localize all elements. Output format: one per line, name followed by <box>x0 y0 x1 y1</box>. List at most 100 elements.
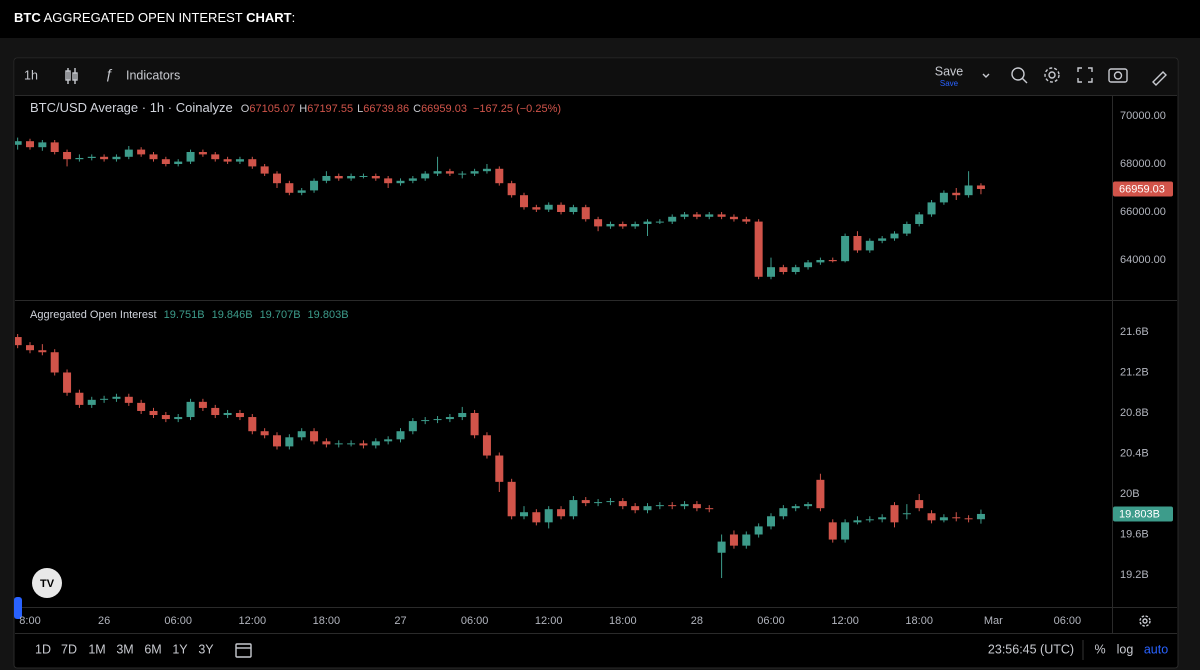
candle-body <box>606 223 615 227</box>
draw-icon[interactable] <box>1152 71 1167 86</box>
candle-body <box>767 267 775 277</box>
candle-body <box>705 508 714 510</box>
title-part: BTC <box>14 10 41 25</box>
candle-body <box>680 214 689 217</box>
search-icon[interactable] <box>1011 67 1028 84</box>
candle-body <box>532 207 541 210</box>
y-tick-label: 68000.00 <box>1120 158 1166 170</box>
candle-body <box>495 455 504 482</box>
x-tick-label: 18:00 <box>313 615 341 627</box>
candle-body <box>939 192 948 203</box>
candle-body <box>594 502 603 504</box>
x-tick-label: 27 <box>394 615 406 627</box>
last-value-badge <box>1113 506 1173 522</box>
ohlc-letter: O <box>241 103 250 115</box>
candle-body <box>75 392 84 405</box>
candle-body <box>359 443 368 446</box>
title-part: AGGREGATED OPEN INTEREST <box>41 10 246 25</box>
candle-body <box>779 267 788 272</box>
fullscreen-icon[interactable] <box>1077 67 1093 83</box>
candle-type-icon[interactable] <box>65 68 78 84</box>
candle-body <box>87 156 96 158</box>
candle-body <box>742 534 751 546</box>
range-button[interactable]: 7D <box>61 642 77 656</box>
candle-body <box>161 159 170 164</box>
candle-body <box>507 183 516 196</box>
settings-icon[interactable] <box>1044 67 1060 83</box>
candle-body <box>754 221 763 277</box>
percent-toggle[interactable]: % <box>1094 642 1105 656</box>
candle-body <box>804 504 813 507</box>
candle-body <box>198 401 207 408</box>
candle-body <box>643 506 652 511</box>
candle-body <box>927 513 936 521</box>
y-tick-label: 64000.00 <box>1120 254 1166 266</box>
legend-value: 67197.55 <box>307 103 353 115</box>
indicators-icon[interactable]: ƒ <box>105 66 113 82</box>
x-tick-label: 18:00 <box>905 615 933 627</box>
indicators-button[interactable]: Indicators <box>126 68 180 82</box>
candle-body <box>729 534 738 546</box>
candle-body <box>939 517 948 521</box>
interval-button[interactable]: 1h <box>24 68 38 82</box>
candle-body <box>273 173 281 184</box>
candle-body <box>853 235 862 251</box>
candle-body <box>396 431 405 440</box>
range-button[interactable]: 1D <box>35 642 51 656</box>
candle-body <box>841 522 850 540</box>
candle-body <box>384 439 393 442</box>
candle-body <box>100 398 109 400</box>
candle-body <box>112 396 121 399</box>
candle-body <box>816 259 825 263</box>
candle-body <box>668 216 677 222</box>
range-button[interactable]: 1M <box>88 642 105 656</box>
candle-body <box>408 178 417 181</box>
y-tick-label: 20B <box>1120 488 1140 500</box>
side-tab[interactable] <box>14 597 22 619</box>
candle-body <box>729 216 738 220</box>
candle-body <box>482 435 491 456</box>
candle-body <box>87 399 96 405</box>
candle-body <box>322 441 331 445</box>
candle-body <box>976 513 985 520</box>
calendar-icon[interactable] <box>235 643 252 658</box>
range-button[interactable]: 1Y <box>172 642 188 656</box>
candle-body <box>828 522 837 540</box>
legend-value: 19.846B <box>212 309 253 321</box>
candle-body <box>816 479 825 509</box>
candle-body <box>174 161 183 164</box>
legend-value: 19.707B <box>260 309 301 321</box>
candle-body <box>15 141 22 145</box>
candle-body <box>964 518 973 520</box>
candle-body <box>310 431 319 442</box>
candle-body <box>421 173 430 179</box>
candle-body <box>754 526 763 535</box>
ohlc-letter: H <box>299 103 307 115</box>
range-button[interactable]: 3Y <box>198 642 214 656</box>
candle-body <box>445 171 454 174</box>
axis-settings[interactable] <box>1139 615 1151 627</box>
candle-body <box>26 141 34 148</box>
pane-title: Aggregated Open Interest <box>30 309 157 321</box>
range-button[interactable]: 6M <box>144 642 161 656</box>
x-tick-label: 26 <box>98 615 110 627</box>
log-toggle[interactable]: log <box>1117 642 1134 656</box>
x-tick-label: 12:00 <box>831 615 859 627</box>
candle-body <box>285 183 294 193</box>
save-menu[interactable] <box>982 73 990 78</box>
candle-body <box>371 441 380 446</box>
candle-body <box>791 506 800 509</box>
auto-toggle[interactable]: auto <box>1144 642 1168 656</box>
range-button[interactable]: 3M <box>116 642 133 656</box>
toolbar <box>15 59 1177 95</box>
candle-body <box>594 219 603 227</box>
candle-body <box>767 516 775 527</box>
candle-body <box>952 517 961 519</box>
snapshot-icon[interactable] <box>1108 68 1128 83</box>
candle-body <box>100 156 109 160</box>
y-tick-label: 66000.00 <box>1120 206 1166 218</box>
candle-body <box>655 505 664 507</box>
page-title: BTC AGGREGATED OPEN INTEREST CHART: <box>14 10 295 25</box>
candle-body <box>260 431 269 436</box>
save-button[interactable]: Save <box>935 64 964 78</box>
